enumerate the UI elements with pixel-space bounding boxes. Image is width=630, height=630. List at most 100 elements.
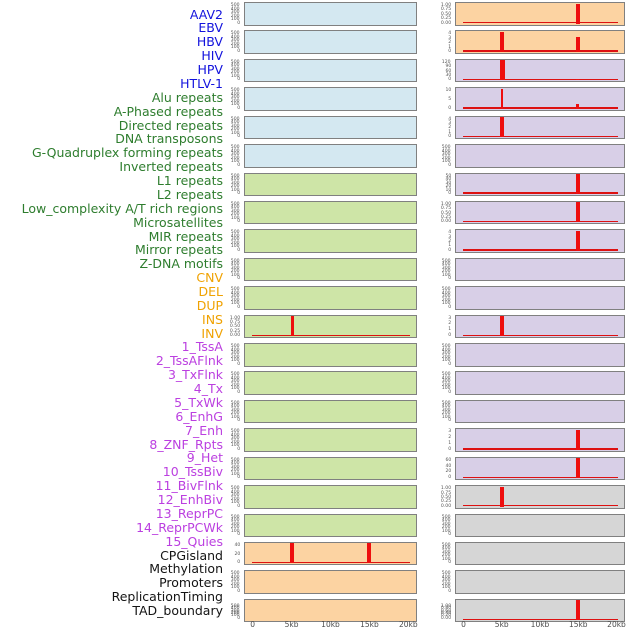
y-tick-label: 200	[442, 581, 451, 587]
row-label-11-bivflnk: 11_BivFlnk	[155, 478, 223, 494]
y-axis-ticks: 50 40 30 20 10 0	[433, 173, 453, 197]
y-tick-label: 0	[237, 559, 240, 566]
y-axis-ticks: 120 90 60 30 0	[433, 59, 453, 83]
y-tick-label: 100	[231, 215, 240, 221]
signal-spike-15kb	[366, 543, 371, 564]
y-tick-label: 30	[445, 72, 451, 78]
y-tick-label: 100	[231, 158, 240, 164]
signal-spike-5kb	[500, 31, 505, 52]
y-axis-ticks: 500 400 300 200 100 0	[222, 428, 242, 452]
y-tick-label: 400	[231, 119, 240, 125]
y-tick-label: 1.00	[440, 485, 451, 491]
track-panel-z-dna-motifs	[244, 513, 417, 538]
y-tick-label: 100	[231, 44, 240, 51]
signal-baseline	[251, 561, 411, 564]
y-axis-ticks: 500 400 300 200 100 0	[222, 87, 242, 111]
y-tick-label: 200	[231, 524, 240, 530]
y-tick-label: 100	[231, 129, 240, 136]
row-label-8-znf-rpts: 8_ZNF_Rpts	[149, 436, 223, 452]
y-tick-label: 400	[442, 289, 451, 296]
y-tick-label: 100	[442, 357, 451, 363]
y-tick-label: 400	[442, 346, 451, 353]
y-tick-label: 200	[231, 439, 240, 445]
signal-spike-15kb	[575, 600, 580, 621]
y-tick-label: 0	[448, 133, 451, 139]
y-tick-label: 500	[231, 201, 240, 207]
signal-baseline	[251, 334, 411, 336]
y-tick-label: 0	[237, 190, 240, 196]
y-tick-label: 100	[442, 584, 451, 591]
track-panel-4-tx	[455, 144, 625, 168]
y-tick-label: 0	[448, 190, 451, 196]
track-panel-6-enhg	[455, 200, 625, 225]
y-tick-label: 120	[442, 59, 451, 65]
y-axis-ticks: 500 400 300 200 100 0	[222, 116, 242, 140]
y-tick-label: 400	[231, 204, 240, 211]
y-tick-label: 300	[442, 265, 451, 271]
y-tick-label: 1	[448, 440, 451, 446]
y-tick-label: 100	[442, 556, 451, 562]
y-tick-label: 300	[442, 293, 451, 299]
signal-baseline	[462, 107, 619, 109]
y-tick-label: 0	[237, 303, 240, 310]
y-tick-label: 300	[442, 350, 451, 356]
y-tick-label: 200	[231, 126, 240, 132]
y-tick-label: 90	[445, 63, 451, 70]
y-axis-ticks: 500 400 300 200 100 0	[433, 514, 453, 538]
signal-spike-5kb	[499, 60, 505, 81]
y-tick-label: 400	[231, 62, 240, 69]
track-panel-9-het	[455, 286, 625, 310]
y-axis-ticks: 1.00 0.80 0.60 0.40 0.20 0.00	[433, 599, 453, 623]
track-panel-2-tssaflnk	[455, 87, 625, 111]
x-tick-label-right: 10kb	[530, 620, 550, 629]
y-tick-label: 3	[448, 35, 451, 41]
y-axis-ticks: 1.00 0.75 0.50 0.25 0.00	[433, 201, 453, 225]
signal-spike-5kb	[500, 316, 505, 337]
y-tick-label: 200	[231, 581, 240, 587]
y-tick-label: 0	[448, 559, 451, 566]
y-tick-label: 400	[231, 261, 240, 268]
y-tick-label: 30	[445, 179, 451, 186]
signal-baseline	[462, 78, 619, 81]
y-tick-label: 0.50	[440, 209, 451, 216]
row-label-htlv-1: HTLV-1	[180, 75, 223, 91]
y-tick-label: 200	[442, 524, 451, 530]
track-panel-directed-repeats	[244, 229, 417, 253]
y-tick-label: 300	[231, 435, 240, 442]
y-tick-label: 4	[448, 30, 451, 37]
signal-spike-5kb	[290, 316, 294, 337]
y-tick-label: 500	[231, 87, 240, 94]
track-panel-dna-transposons	[244, 257, 417, 282]
y-tick-label: 500	[231, 343, 240, 349]
y-tick-label: 400	[442, 147, 451, 154]
y-axis-ticks: 500 400 300 200 100 0	[222, 173, 242, 197]
y-axis-ticks: 500 400 300 200 100 0	[222, 570, 242, 594]
signal-baseline	[462, 448, 619, 450]
y-tick-label: 200	[231, 382, 240, 388]
y-tick-label: 3	[448, 428, 451, 435]
track-panel-cnv	[244, 541, 417, 566]
y-tick-label: 100	[231, 442, 240, 449]
y-tick-label: 0	[448, 531, 451, 537]
y-tick-label: 20	[445, 183, 451, 189]
y-tick-label: 20	[445, 468, 451, 475]
y-axis-ticks: 500 400 300 200 100 0	[433, 400, 453, 424]
y-tick-label: 200	[231, 98, 240, 104]
y-tick-label: 3	[448, 234, 451, 240]
track-panel-a-phased-repeats	[244, 200, 417, 225]
y-tick-label: 0.00	[440, 218, 451, 225]
y-tick-label: 400	[231, 403, 240, 410]
y-tick-label: 400	[231, 91, 240, 97]
signal-baseline	[462, 50, 619, 52]
y-axis-ticks: 500 400 300 200 100 0	[433, 570, 453, 594]
y-tick-label: 500	[231, 570, 240, 577]
y-tick-label: 500	[231, 286, 240, 292]
y-tick-label: 500	[442, 513, 451, 520]
signal-baseline	[462, 476, 619, 479]
row-label-l1-repeats: L1 repeats	[156, 173, 223, 189]
y-tick-label: 0	[237, 247, 240, 253]
y-tick-label: 2	[448, 238, 451, 244]
x-tick-label-right: 15kb	[568, 620, 588, 629]
y-tick-label: 0	[237, 275, 240, 282]
y-tick-label: 0	[237, 360, 240, 367]
